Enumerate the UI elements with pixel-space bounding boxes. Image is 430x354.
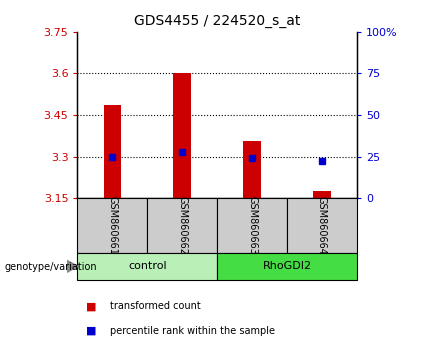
Bar	[287, 198, 357, 253]
Text: percentile rank within the sample: percentile rank within the sample	[110, 326, 275, 336]
Polygon shape	[67, 259, 80, 273]
Text: GSM860662: GSM860662	[177, 196, 187, 255]
Title: GDS4455 / 224520_s_at: GDS4455 / 224520_s_at	[134, 14, 300, 28]
Bar	[217, 253, 357, 280]
Text: RhoGDI2: RhoGDI2	[262, 261, 312, 272]
Bar	[77, 253, 217, 280]
Bar	[77, 198, 147, 253]
Bar	[104, 105, 121, 198]
Text: genotype/variation: genotype/variation	[4, 262, 97, 272]
Bar	[243, 141, 261, 198]
Text: ■: ■	[86, 326, 96, 336]
Bar	[217, 198, 287, 253]
Bar	[147, 198, 217, 253]
Text: GSM860664: GSM860664	[317, 196, 327, 255]
Text: GSM860663: GSM860663	[247, 196, 257, 255]
Text: transformed count: transformed count	[110, 301, 200, 311]
Text: ■: ■	[86, 301, 96, 311]
Bar	[173, 73, 191, 198]
Text: control: control	[128, 261, 166, 272]
Bar	[313, 191, 331, 198]
Text: GSM860661: GSM860661	[108, 196, 117, 255]
